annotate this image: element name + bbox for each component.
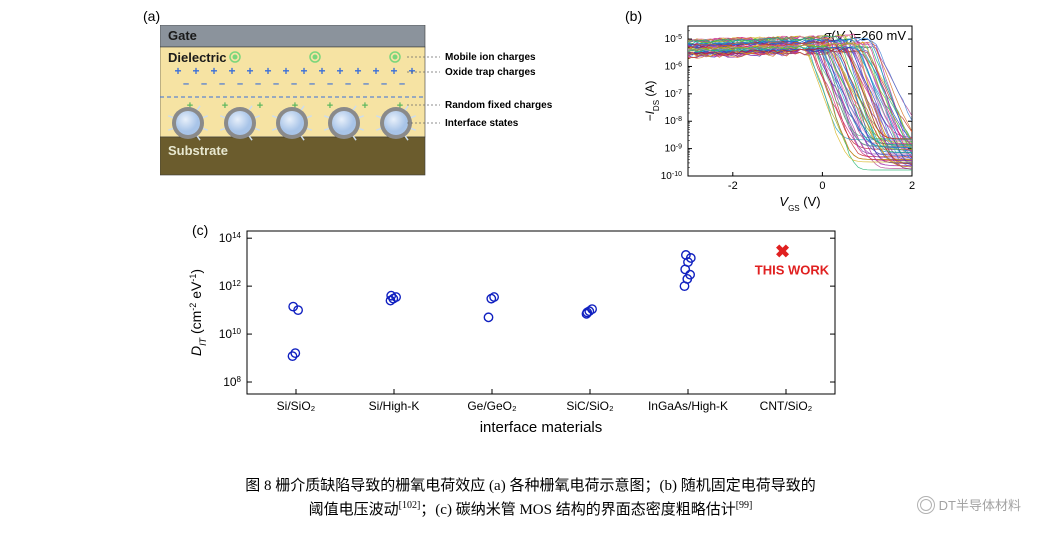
svg-text:SiC/SiO₂: SiC/SiO₂ <box>566 399 614 413</box>
caption-line1: 栅介质缺陷导致的栅氧电荷效应 (a) 各种栅氧电荷示意图；(b) 随机固定电荷导… <box>275 478 815 494</box>
svg-text:+: + <box>210 64 217 78</box>
svg-text:2: 2 <box>909 180 915 192</box>
svg-text:1012: 1012 <box>219 279 242 294</box>
svg-text:–: – <box>237 78 243 90</box>
svg-text:+: + <box>222 100 228 112</box>
svg-text:108: 108 <box>223 375 241 390</box>
svg-text:–: – <box>381 78 387 90</box>
svg-text:DIT (cm-2 eV-1): DIT (cm-2 eV-1) <box>188 269 208 356</box>
svg-text:–: – <box>345 78 351 90</box>
svg-text:–: – <box>291 78 297 90</box>
svg-text:Ge/GeO₂: Ge/GeO₂ <box>467 399 517 413</box>
svg-text:–: – <box>363 78 369 90</box>
svg-text:–: – <box>183 78 189 90</box>
svg-text:+: + <box>282 64 289 78</box>
svg-text:Random fixed charges: Random fixed charges <box>445 100 553 111</box>
svg-text:−IDS (A): −IDS (A) <box>643 81 661 122</box>
svg-text:+: + <box>390 64 397 78</box>
svg-text:+: + <box>264 64 271 78</box>
svg-text:+: + <box>354 64 361 78</box>
panel-c-chart: 108 1010 1012 1014 Si/SiO₂ Si/High-K Ge/GeO₂ Si… <box>185 225 865 460</box>
svg-text:+: + <box>336 64 343 78</box>
svg-text:+: + <box>327 100 333 112</box>
watermark: DT半导体材料 <box>917 495 1021 514</box>
svg-text:Si/High-K: Si/High-K <box>369 399 420 413</box>
svg-text:Dielectric: Dielectric <box>168 50 227 65</box>
panel-b-chart: 10-10 10-9 10-8 10-7 10-6 10-5 -2 0 2 −IDS (A) VGS… <box>640 20 940 225</box>
svg-text:–: – <box>273 78 279 90</box>
caption-line2b: ；(c) 碳纳米管 MOS 结构的界面态密度粗略估计 <box>420 502 735 518</box>
svg-text:-2: -2 <box>728 180 738 192</box>
svg-text:CNT/SiO₂: CNT/SiO₂ <box>760 399 813 413</box>
caption-figno: 图 8 <box>245 478 271 494</box>
svg-text:–: – <box>309 78 315 90</box>
caption-ref2: [99] <box>736 500 753 511</box>
svg-text:+: + <box>362 100 368 112</box>
svg-text:Interface states: Interface states <box>445 118 519 129</box>
svg-text:+: + <box>257 100 263 112</box>
svg-text:VGS (V): VGS (V) <box>779 194 820 213</box>
svg-text:Substrate: Substrate <box>168 143 228 158</box>
svg-text:interface materials: interface materials <box>480 419 603 436</box>
svg-text:1010: 1010 <box>219 327 242 342</box>
svg-text:Si/SiO₂: Si/SiO₂ <box>277 399 316 413</box>
svg-text:Mobile ion charges: Mobile ion charges <box>445 52 536 63</box>
svg-text:10-6: 10-6 <box>665 61 682 72</box>
caption-ref1: [102] <box>399 500 421 511</box>
svg-text:–: – <box>201 78 207 90</box>
svg-text:–: – <box>255 78 261 90</box>
svg-text:10-5: 10-5 <box>665 34 682 46</box>
wechat-icon <box>917 496 935 514</box>
caption-line2a: 阈值电压波动 <box>309 502 399 518</box>
svg-text:10-9: 10-9 <box>665 143 682 155</box>
svg-text:10-8: 10-8 <box>665 116 682 128</box>
svg-text:Oxide trap charges: Oxide trap charges <box>445 67 536 78</box>
svg-text:+: + <box>174 64 181 78</box>
figure-caption: 图 8 栅介质缺陷导致的栅氧电荷效应 (a) 各种栅氧电荷示意图；(b) 随机固… <box>50 475 1011 521</box>
svg-text:InGaAs/High-K: InGaAs/High-K <box>648 399 728 413</box>
svg-text:+: + <box>246 64 253 78</box>
panel-a-label: (a) <box>143 8 160 24</box>
svg-text:+: + <box>318 64 325 78</box>
watermark-text: DT半导体材料 <box>939 495 1021 514</box>
svg-text:–: – <box>399 78 405 90</box>
svg-text:–: – <box>219 78 225 90</box>
svg-text:+: + <box>372 64 379 78</box>
svg-text:10-7: 10-7 <box>665 88 682 100</box>
svg-text:+: + <box>408 64 415 78</box>
svg-text:0: 0 <box>819 180 825 192</box>
svg-text:THIS WORK: THIS WORK <box>755 263 830 278</box>
svg-text:+: + <box>228 64 235 78</box>
svg-text:10-10: 10-10 <box>661 171 682 183</box>
svg-text:–: – <box>327 78 333 90</box>
svg-text:Gate: Gate <box>168 28 197 43</box>
svg-text:✖: ✖ <box>775 242 790 262</box>
svg-text:+: + <box>300 64 307 78</box>
svg-text:+: + <box>192 64 199 78</box>
svg-text:1014: 1014 <box>219 231 242 246</box>
